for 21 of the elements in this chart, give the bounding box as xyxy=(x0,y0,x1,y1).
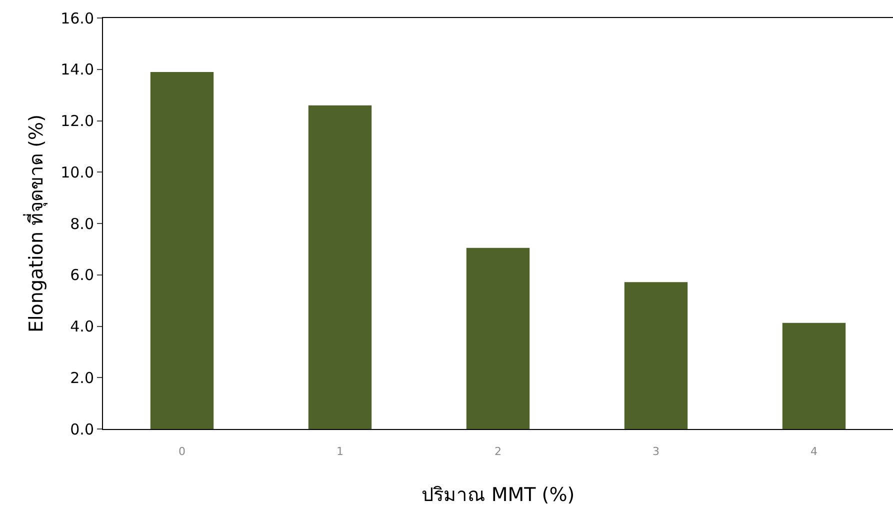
x-tick-label: 3 xyxy=(652,445,660,458)
y-tick-label: 12.0 xyxy=(60,112,94,130)
x-tick-label: 0 xyxy=(178,445,186,458)
y-axis-title: Elongation ที่จุดขาด (%) xyxy=(22,114,48,333)
y-tick-label: 0.0 xyxy=(70,420,94,438)
x-tick-label: 1 xyxy=(336,445,344,458)
x-axis-title: ปริมาณ MMT (%) xyxy=(421,484,575,506)
y-tick-label: 2.0 xyxy=(70,368,94,387)
bar xyxy=(308,105,372,429)
y-tick-label: 4.0 xyxy=(70,318,94,336)
bar xyxy=(150,72,214,429)
y-tick-label: 16.0 xyxy=(60,9,94,28)
y-tick-label: 14.0 xyxy=(60,60,94,79)
x-tick-label: 4 xyxy=(810,445,818,458)
y-tick-label: 10.0 xyxy=(60,163,94,182)
bar xyxy=(624,282,688,429)
y-tick-label: 6.0 xyxy=(70,266,94,284)
bar xyxy=(466,248,530,429)
bar xyxy=(782,322,846,429)
y-tick-label: 8.0 xyxy=(70,214,94,233)
x-tick-label: 2 xyxy=(494,445,502,458)
